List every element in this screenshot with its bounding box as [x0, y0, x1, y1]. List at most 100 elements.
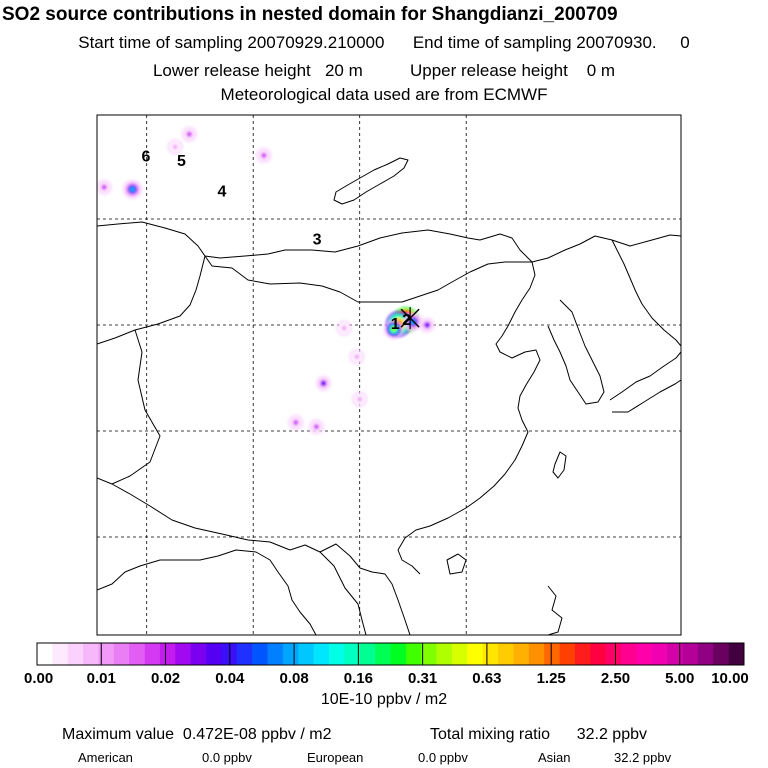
colorbar-tick-10: 5.00 — [665, 670, 694, 687]
plume-5-ring-3 — [321, 381, 326, 386]
japan-coast — [609, 351, 681, 401]
colorbar-cell-4 — [98, 643, 115, 665]
maximum-value: Maximum value 0.472E-08 ppbv / m2 — [62, 726, 331, 744]
plume-10 — [181, 126, 198, 143]
colorbar-tick-11: 10.00 — [711, 670, 749, 687]
map-label-1: 1 — [391, 316, 400, 333]
total-label: Total mixing ratio — [430, 726, 551, 743]
colorbar-cell-11 — [206, 643, 222, 665]
colorbar-cell-32 — [528, 643, 545, 665]
total-value: 32.2 ppbv — [576, 726, 647, 743]
colorbar-cell-34 — [559, 643, 576, 665]
colorbar-cell-3 — [83, 643, 99, 665]
upper-release-value: 0 m — [586, 61, 616, 80]
start-label: Start time of sampling — [78, 33, 243, 52]
colorbar-cell-38 — [621, 643, 637, 665]
map-label-6: 6 — [142, 149, 151, 166]
start-value: 20070929.210000 — [247, 33, 385, 52]
american-value: 0.0 ppbv — [202, 750, 252, 765]
plume-14 — [336, 320, 353, 337]
colorbar-tick-0: 0.00 — [24, 670, 53, 687]
european-label: European — [307, 750, 364, 765]
plume-4-ring-3 — [425, 323, 430, 327]
colorbar-tick-4: 0.08 — [279, 670, 308, 687]
southeast-asia-borders — [289, 543, 411, 635]
lower-release-label: Lower release height — [152, 61, 311, 80]
max-label: Maximum value — [62, 726, 175, 743]
colorbar-cell-0 — [37, 643, 53, 665]
colorbar-cell-31 — [513, 643, 530, 665]
plume-8 — [122, 179, 143, 200]
plume-contributions — [97, 126, 436, 435]
plume-10-ring-3 — [187, 132, 192, 137]
colorbar-cell-42 — [682, 643, 699, 665]
plume-13-ring-3 — [354, 354, 359, 359]
colorbar-cell-27 — [451, 643, 468, 665]
american-label: American — [78, 750, 133, 765]
map-label-3: 3 — [313, 231, 322, 248]
plume-15 — [351, 391, 368, 408]
colorbar-cell-23 — [390, 643, 407, 665]
colorbar-cell-16 — [282, 643, 299, 665]
plume-6-ring-3 — [293, 420, 298, 425]
colorbar-cell-44 — [713, 643, 729, 665]
colorbar-frame — [36, 642, 745, 666]
chart-title: SO2 source contributions in nested domai… — [2, 4, 618, 25]
colorbar-cell-30 — [498, 643, 514, 665]
plume-9-ring-3 — [102, 185, 106, 190]
plume-9 — [97, 179, 113, 196]
plume-11 — [255, 147, 272, 164]
plume-6 — [287, 414, 304, 431]
korea-coast — [547, 299, 605, 405]
colorbar-tick-5: 0.16 — [344, 670, 373, 687]
plume-11-ring-3 — [261, 153, 266, 158]
laos-vietnam-border — [319, 551, 367, 635]
colorbar-cell-2 — [67, 643, 84, 665]
colorbar-cell-7 — [144, 643, 161, 665]
central-asia-border — [97, 255, 206, 345]
colorbar-tick-6: 0.31 — [408, 670, 437, 687]
asian-label: Asian — [538, 750, 571, 765]
plume-12-ring-3 — [173, 145, 178, 149]
colorbar-cell-24 — [405, 643, 422, 665]
himalaya-border — [97, 477, 291, 551]
colorbar-tick-2: 0.02 — [151, 670, 180, 687]
hainan-coast — [446, 553, 467, 575]
map-labels: 1 2 3 4 5 6 — [142, 149, 412, 333]
colorbar-cell-6 — [129, 643, 145, 665]
colorbar-cell-21 — [359, 643, 376, 665]
western-china-border — [111, 329, 161, 485]
plume-2-ring-3 — [391, 326, 397, 332]
receptor-marker — [400, 307, 420, 330]
plume-4 — [419, 317, 436, 333]
colorbar-cell-17 — [298, 643, 314, 665]
colorbar-cell-5 — [113, 643, 130, 665]
meteorological-source: Meteorological data used are from ECMWF — [220, 85, 548, 104]
map-background — [97, 115, 681, 635]
colorbar-cell-36 — [590, 643, 606, 665]
max-value: 0.472E-08 ppbv / m2 — [182, 726, 332, 743]
colorbar-cell-28 — [467, 643, 484, 665]
plume-13 — [348, 348, 365, 365]
sampling-times: Start time of sampling 20070929.210000 E… — [0, 33, 768, 53]
plume-12 — [167, 138, 184, 155]
colorbar-cell-9 — [175, 643, 191, 665]
plume-7 — [308, 418, 325, 435]
russia-far-east-coast — [611, 239, 681, 347]
colorbar-cell-15 — [267, 643, 284, 665]
colorbar-cell-12 — [221, 643, 238, 665]
colorbar-units: 10E-10 ppbv / m2 — [320, 691, 448, 708]
upper-release-label: Upper release height — [409, 61, 568, 80]
colorbar-cell-13 — [236, 643, 253, 665]
colorbar-cell-25 — [421, 643, 437, 665]
lower-release-value: 20 m — [324, 61, 363, 80]
colorbar-cell-14 — [252, 643, 268, 665]
asian-value: 32.2 ppbv — [614, 750, 672, 765]
lake-baikal — [333, 157, 409, 205]
colorbar-cells — [37, 643, 745, 665]
colorbar-tick-7: 0.63 — [472, 670, 501, 687]
map-label-4: 4 — [218, 184, 227, 201]
end-hour: 0 — [680, 33, 690, 52]
